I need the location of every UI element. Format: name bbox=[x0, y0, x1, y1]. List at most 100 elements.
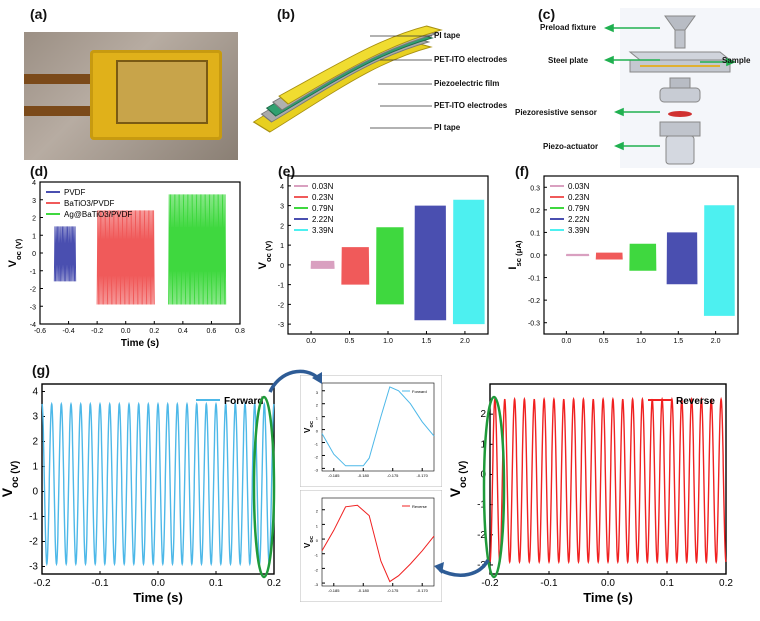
x-tick-label: -0.2 bbox=[33, 578, 51, 589]
y-axis-label: Voc bbox=[303, 421, 315, 433]
legend-label: Reverse bbox=[676, 396, 715, 407]
label-piezoresistive-sensor: Piezoresistive sensor bbox=[515, 108, 597, 117]
steel-plate bbox=[628, 51, 732, 61]
y-axis-label-sub: oc (V) bbox=[264, 240, 273, 262]
device-photo bbox=[24, 32, 238, 160]
label-pi-tape-bottom: PI tape bbox=[434, 123, 461, 132]
x-tick-label: 1.0 bbox=[636, 338, 646, 345]
y-tick-label: 0 bbox=[316, 538, 319, 543]
y-tick-label: 1 bbox=[280, 243, 284, 250]
x-tick-label: -0.185 bbox=[328, 588, 340, 593]
y-tick-label: 2 bbox=[32, 216, 36, 223]
legend-label: 0.23N bbox=[312, 193, 334, 202]
y-tick-label: 3 bbox=[32, 412, 38, 423]
y-tick-label: -3 bbox=[477, 560, 486, 571]
y-tick-label: -0.3 bbox=[528, 321, 540, 328]
y-tick-label: 0.2 bbox=[530, 208, 540, 215]
label-sample: Sample bbox=[722, 56, 751, 65]
y-axis-label-sub: oc (V) bbox=[458, 461, 469, 488]
y-axis-label: Voc (V) bbox=[257, 240, 273, 269]
y-tick-label: -3 bbox=[30, 304, 36, 311]
y-tick-label: 0 bbox=[480, 469, 486, 480]
chart-d: -0.6 -0.4 -0.2 0.0 0.2 0.4 0.6 0.8 -4 -3 -2 -1 0 1 2 3 4… bbox=[7, 180, 245, 349]
panel-label-c: (c) bbox=[538, 6, 556, 22]
x-tick-label: 0.0 bbox=[121, 328, 131, 335]
series-Forward bbox=[321, 386, 435, 467]
series-0.03N bbox=[565, 253, 590, 257]
chart-g-reverse: -0.2 -0.1 0.0 0.1 0.2 -3 -2 -1 0 1 2 Time (s) Voc (V… bbox=[450, 383, 733, 605]
y-tick-label: -1 bbox=[30, 269, 36, 276]
x-tick-label: 1.0 bbox=[383, 338, 393, 345]
y-tick-label: 2 bbox=[480, 409, 486, 420]
y-axis-label-sub: oc bbox=[309, 536, 315, 543]
y-tick-label: 0 bbox=[32, 487, 38, 498]
series-Reverse bbox=[321, 504, 435, 583]
pi-tape-layer bbox=[278, 25, 443, 105]
y-tick-label: 0 bbox=[280, 263, 284, 270]
series-Ag@BaTiO3/PVDF bbox=[168, 194, 227, 305]
x-axis-label: Time (s) bbox=[133, 590, 183, 605]
lead-wire bbox=[24, 106, 144, 116]
plot-frame bbox=[321, 497, 435, 587]
panel-label-g: (g) bbox=[32, 362, 50, 378]
y-tick-label: 1 bbox=[32, 462, 38, 473]
y-tick-label: -2 bbox=[314, 454, 318, 459]
legend-label: 2.22N bbox=[312, 215, 334, 224]
panel-label-e: (e) bbox=[278, 163, 296, 179]
series-2.22N bbox=[666, 232, 698, 285]
y-tick-label: -2 bbox=[30, 287, 36, 294]
label-piezo-actuator: Piezo-actuator bbox=[543, 142, 599, 151]
y-tick-label: 0.1 bbox=[530, 230, 540, 237]
y-tick-label: 2 bbox=[32, 437, 38, 448]
y-tick-label: 4 bbox=[32, 180, 36, 187]
y-tick-label: 3 bbox=[32, 198, 36, 205]
series-forward bbox=[41, 401, 275, 567]
y-tick-label: -3 bbox=[278, 322, 284, 329]
series-PVDF bbox=[53, 226, 77, 282]
legend-label: 3.39N bbox=[312, 226, 334, 235]
x-tick-label: 0.0 bbox=[562, 338, 572, 345]
y-tick-label: 0 bbox=[32, 251, 36, 258]
y-tick-label: -4 bbox=[30, 322, 36, 329]
x-tick-label: -0.2 bbox=[481, 578, 499, 589]
legend-label: 2.22N bbox=[568, 215, 590, 224]
y-axis-label: Voc bbox=[303, 536, 315, 548]
x-tick-label: 0.8 bbox=[235, 328, 245, 335]
legend-label: PVDF bbox=[64, 188, 85, 197]
label-pet-ito-bottom: PET-ITO electrodes bbox=[434, 101, 508, 110]
y-tick-label: 1 bbox=[316, 416, 319, 421]
device-electrode bbox=[116, 60, 208, 124]
x-tick-label: 0.5 bbox=[345, 338, 355, 345]
panel-label-d: (d) bbox=[30, 163, 48, 179]
label-pi-tape-top: PI tape bbox=[434, 31, 461, 40]
x-tick-label: -0.180 bbox=[358, 473, 370, 478]
y-tick-label: 1 bbox=[316, 523, 319, 528]
x-tick-label: -0.175 bbox=[387, 588, 399, 593]
legend-label: 0.03N bbox=[568, 182, 590, 191]
panel-label-b: (b) bbox=[277, 6, 295, 22]
x-tick-label: 2.0 bbox=[711, 338, 721, 345]
x-tick-label: 0.4 bbox=[178, 328, 188, 335]
series-0.79N bbox=[376, 227, 404, 305]
y-tick-label: 0 bbox=[316, 429, 319, 434]
y-tick-label: 2 bbox=[316, 403, 319, 408]
legend-label: Reverse bbox=[412, 504, 428, 509]
y-tick-label: -2 bbox=[29, 537, 38, 548]
chart-e: 0.0 0.5 1.0 1.5 2.0 -3 -2 -1 0 1 2 3 4 Voc (V) 0.03N 0.… bbox=[257, 175, 489, 345]
x-tick-label: 1.5 bbox=[673, 338, 683, 345]
label-pet-ito-top: PET-ITO electrodes bbox=[434, 55, 508, 64]
x-tick-label: 0.1 bbox=[660, 578, 674, 589]
y-tick-label: -0.1 bbox=[528, 276, 540, 283]
panel-label-f: (f) bbox=[515, 163, 529, 179]
y-tick-label: 2 bbox=[280, 223, 284, 230]
y-tick-label: -1 bbox=[278, 283, 284, 290]
y-tick-label: 1 bbox=[480, 439, 486, 450]
y-axis-label-sub: oc (V) bbox=[14, 238, 23, 260]
chart-g-zoom-forward: -0.185 -0.180 -0.175 -0.170-3-2-10123VocFor… bbox=[300, 375, 442, 487]
legend-label: 3.39N bbox=[568, 226, 590, 235]
x-tick-label: -0.1 bbox=[540, 578, 558, 589]
y-axis-label-sub: oc bbox=[309, 421, 315, 428]
x-tick-label: -0.185 bbox=[328, 473, 340, 478]
y-axis-label-sub: oc (V) bbox=[10, 461, 21, 488]
legend-label: Ag@BaTiO3/PVDF bbox=[64, 210, 132, 219]
